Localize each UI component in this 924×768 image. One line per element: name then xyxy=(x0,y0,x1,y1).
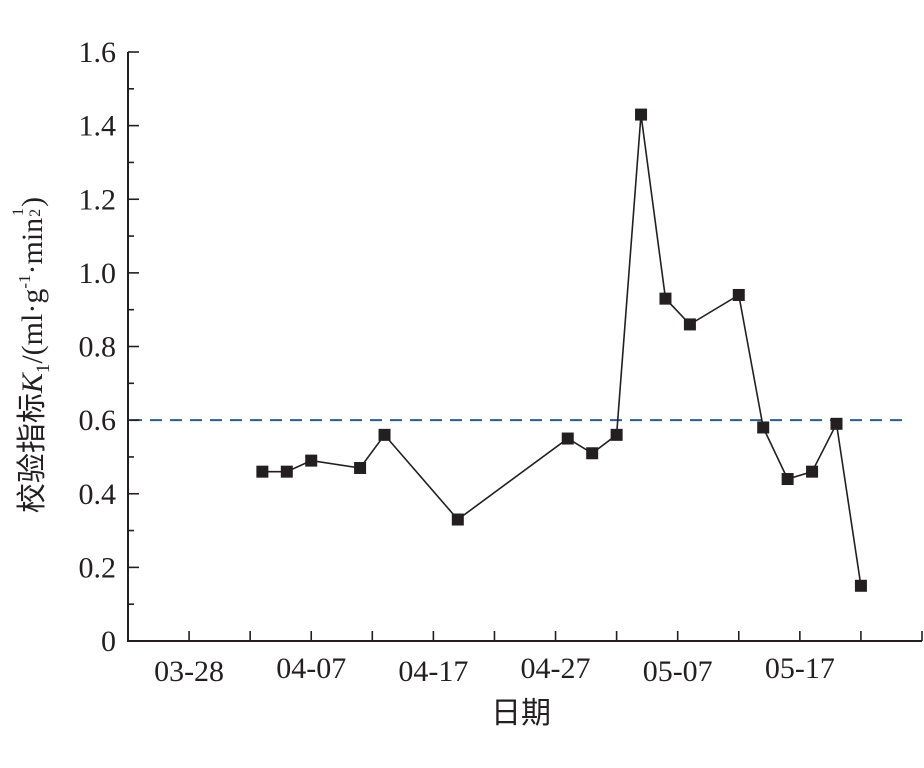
data-point xyxy=(305,454,318,467)
data-point xyxy=(561,432,574,445)
y-axis-title-unit-close: ) xyxy=(16,197,49,207)
y-tick-label: 1.4 xyxy=(79,110,117,143)
data-point xyxy=(781,473,794,486)
y-axis-title-frac-den: 2 xyxy=(27,209,44,217)
data-point xyxy=(586,447,599,460)
y-tick-label: 0.8 xyxy=(79,331,117,364)
y-tick-label: 0.6 xyxy=(79,404,117,437)
y-tick-label: 1.2 xyxy=(79,183,117,216)
data-point xyxy=(256,465,269,478)
y-axis-title-sub: 1 xyxy=(33,364,54,374)
data-point xyxy=(659,292,672,305)
svg-text:校验指标K1/(ml·g-1·min12): 校验指标K1/(ml·g-1·min12) xyxy=(10,197,54,513)
y-axis-title: 校验指标K1/(ml·g-1·min12) xyxy=(10,197,54,513)
y-tick-label: 1.0 xyxy=(79,257,117,290)
x-tick-label: 04-07 xyxy=(276,652,346,685)
y-tick-label: 0.4 xyxy=(79,478,117,511)
data-point xyxy=(610,428,623,441)
data-point xyxy=(830,417,843,430)
data-point xyxy=(757,421,770,434)
y-axis-title-exp: -1 xyxy=(15,274,34,288)
data-point xyxy=(451,513,464,526)
series-line xyxy=(262,114,862,586)
axis-labels: 日期 校验指标K1/(ml·g-1·min12) xyxy=(10,197,551,730)
data-point xyxy=(354,461,367,474)
y-tick-label: 0.2 xyxy=(79,551,117,584)
x-tick-label: 04-17 xyxy=(398,655,468,688)
axes: 0 0.2 0.4 0.6 0.8 1.0 1.2 1.4 1.6 03-28 04-07 04-17… xyxy=(79,36,923,688)
x-axis-title: 日期 xyxy=(491,697,551,730)
x-tick-label: 03-28 xyxy=(154,655,224,688)
y-tick-label: 1.6 xyxy=(79,36,117,69)
data-point xyxy=(635,108,648,121)
x-tick-label: 04-27 xyxy=(521,652,591,685)
y-tick-label: 0 xyxy=(101,625,116,658)
y-axis-title-var: K xyxy=(16,371,49,394)
data-point xyxy=(854,579,867,592)
x-tick-label: 05-07 xyxy=(643,655,713,688)
data-point xyxy=(280,465,293,478)
y-axis-title-frac-num: 1 xyxy=(10,208,27,216)
series-layer xyxy=(256,108,867,592)
y-axis-title-unit-mid: ·min xyxy=(16,218,49,275)
y-axis-title-unit-open: /(ml·g xyxy=(16,289,49,364)
y-axis-title-prefix: 校验指标 xyxy=(16,393,49,513)
data-point xyxy=(683,318,696,331)
x-tick-label: 05-17 xyxy=(765,652,835,685)
data-point xyxy=(732,288,745,301)
data-point xyxy=(378,428,391,441)
data-point xyxy=(806,465,819,478)
